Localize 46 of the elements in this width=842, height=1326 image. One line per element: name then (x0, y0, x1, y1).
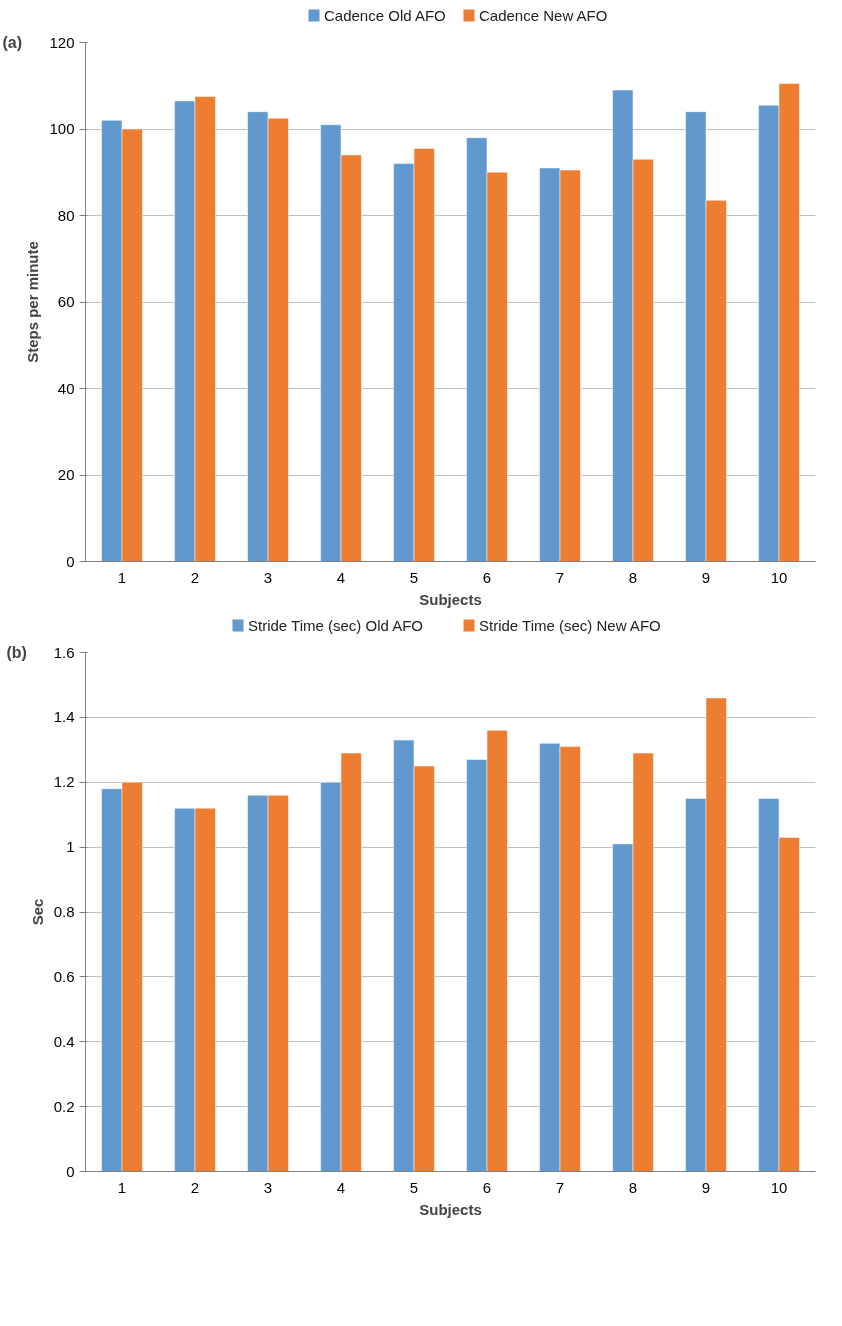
legend-label: Stride Time (sec) Old AFO (248, 617, 424, 634)
y-tick-label: 0 (66, 552, 75, 570)
text: (b) (6, 644, 27, 661)
y-tick-label: 80 (57, 206, 75, 224)
y-tick-label: 0.6 (53, 967, 75, 985)
x-tick-label: 7 (555, 568, 565, 586)
y-tick-label: 20 (57, 466, 75, 483)
legend-label: Stride Time (sec) New AFO (479, 617, 661, 634)
y-tick-label: 0 (66, 1162, 75, 1180)
x-tick-label: 8 (628, 1178, 638, 1196)
y-tick-label: 1.4 (53, 708, 75, 726)
y-axis-title: Steps per minute (24, 241, 42, 363)
y-tick-label: 40 (57, 379, 75, 397)
x-axis-title: Subjects (419, 1200, 482, 1218)
x-tick-label: 6 (482, 568, 492, 586)
x-tick-label: 1 (117, 1178, 127, 1196)
x-tick-label: 8 (628, 568, 638, 586)
x-tick-label: 3 (263, 1178, 273, 1196)
y-tick-label: 120 (49, 33, 75, 51)
legend-label: Cadence Old AFO (324, 7, 446, 24)
y-tick-label: 0.4 (53, 1032, 75, 1050)
x-tick-label: 4 (336, 1178, 346, 1196)
x-tick-label: 7 (555, 1178, 565, 1196)
x-tick-label: 10 (770, 1178, 788, 1196)
text: (a) (2, 34, 23, 51)
y-axis-title: Sec (28, 898, 46, 926)
x-tick-label: 5 (409, 568, 419, 586)
x-tick-label: 5 (409, 1178, 419, 1196)
x-tick-label: 3 (263, 568, 273, 586)
y-tick-label: 0.8 (53, 903, 75, 920)
y-tick-label: 1.6 (53, 643, 75, 661)
x-axis-title: Subjects (419, 590, 482, 608)
x-tick-label: 10 (770, 568, 788, 586)
y-tick-label: 60 (57, 293, 75, 310)
legend-label: Cadence New AFO (479, 7, 608, 24)
x-tick-label: 2 (190, 568, 200, 586)
x-tick-label: 9 (701, 568, 711, 586)
x-tick-label: 6 (482, 1178, 492, 1196)
x-tick-label: 4 (336, 568, 346, 586)
y-tick-label: 1.2 (53, 773, 75, 791)
y-tick-label: 1 (66, 838, 75, 856)
y-tick-label: 100 (49, 120, 75, 137)
x-tick-label: 2 (190, 1178, 200, 1196)
y-tick-label: 0.2 (53, 1097, 75, 1115)
x-tick-label: 9 (701, 1178, 711, 1196)
x-tick-label: 1 (117, 568, 127, 586)
